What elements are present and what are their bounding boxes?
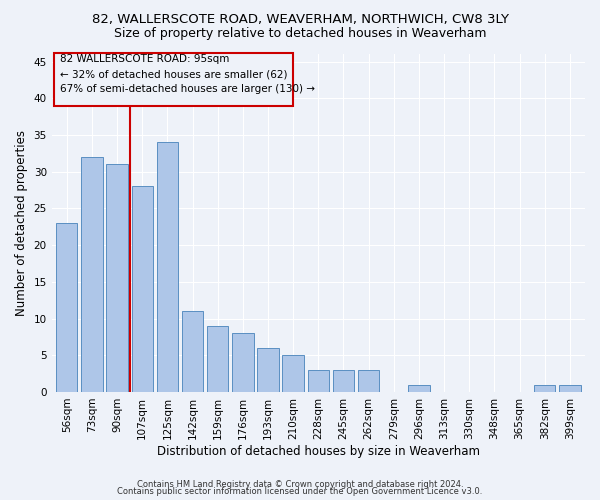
Text: Contains public sector information licensed under the Open Government Licence v3: Contains public sector information licen…: [118, 487, 482, 496]
Bar: [56, 223, 77, 392]
Text: 82, WALLERSCOTE ROAD, WEAVERHAM, NORTHWICH, CW8 3LY: 82, WALLERSCOTE ROAD, WEAVERHAM, NORTHWI…: [91, 12, 509, 26]
Bar: [308, 370, 329, 392]
Text: Contains HM Land Registry data © Crown copyright and database right 2024.: Contains HM Land Registry data © Crown c…: [137, 480, 463, 489]
Y-axis label: Number of detached properties: Number of detached properties: [15, 130, 28, 316]
FancyBboxPatch shape: [54, 52, 293, 106]
Bar: [106, 164, 128, 392]
X-axis label: Distribution of detached houses by size in Weaverham: Distribution of detached houses by size …: [157, 444, 480, 458]
Bar: [182, 311, 203, 392]
Bar: [358, 370, 379, 392]
Bar: [534, 384, 556, 392]
Bar: [283, 355, 304, 392]
Bar: [207, 326, 229, 392]
Bar: [408, 384, 430, 392]
Bar: [232, 333, 254, 392]
Bar: [157, 142, 178, 392]
Bar: [131, 186, 153, 392]
Text: Size of property relative to detached houses in Weaverham: Size of property relative to detached ho…: [114, 28, 486, 40]
Bar: [257, 348, 279, 392]
Bar: [81, 157, 103, 392]
Bar: [559, 384, 581, 392]
Bar: [333, 370, 354, 392]
Text: 82 WALLERSCOTE ROAD: 95sqm
← 32% of detached houses are smaller (62)
67% of semi: 82 WALLERSCOTE ROAD: 95sqm ← 32% of deta…: [59, 54, 314, 94]
